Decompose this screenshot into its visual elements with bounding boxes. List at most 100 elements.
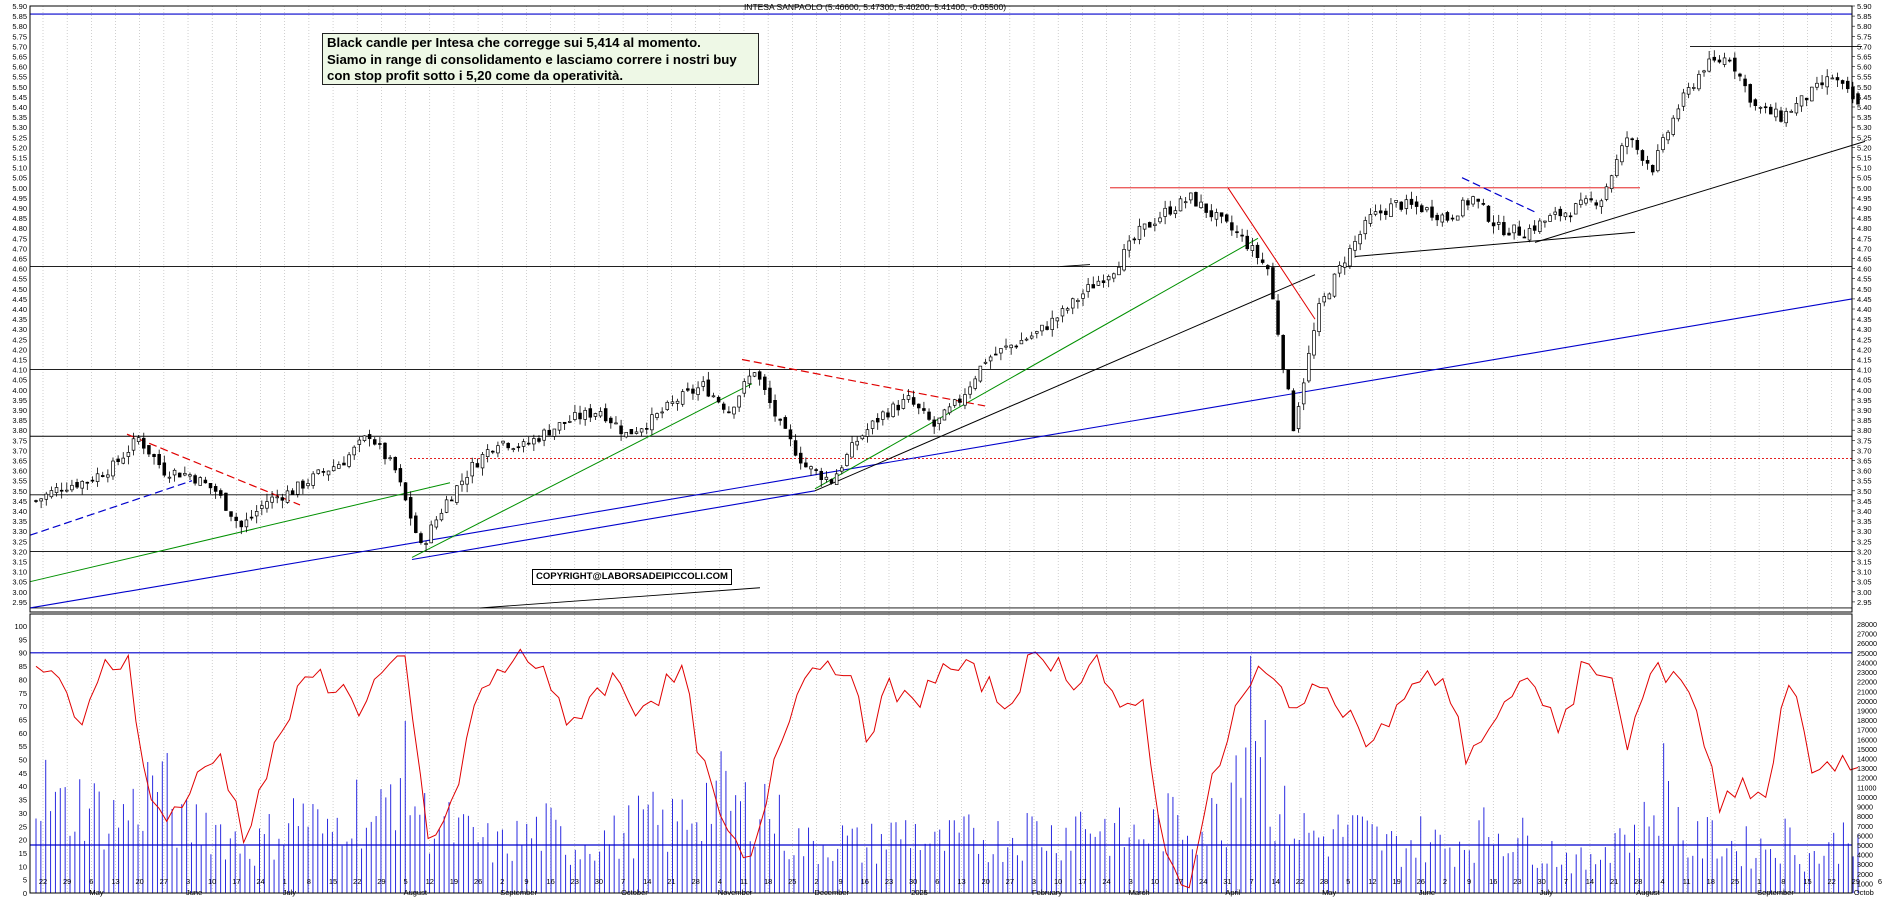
price-tick-label-left: 4.65 [12,255,27,264]
volume-tick-label: 17000 [1857,726,1877,735]
candle-body [203,479,208,484]
candle-body [1291,390,1296,432]
x-date-label: 24 [1199,877,1207,886]
price-tick-label: 4.50 [1857,285,1872,294]
x-date-label: 14 [1272,877,1280,886]
candle-body [875,417,880,423]
oscillator-tick-label: 70 [19,702,27,711]
price-tick-label-left: 5.80 [12,22,27,31]
candle-body [901,399,906,409]
price-tick-label-left: 4.55 [12,275,27,284]
oscillator-tick-label: 85 [19,662,27,671]
trendline [411,490,816,561]
candle-body [788,429,793,440]
candle-body [1014,345,1019,348]
oscillator-tick-label: 100 [14,622,27,631]
price-tick-label-left: 3.10 [12,568,27,577]
volume-tick-label: 14000 [1857,755,1877,764]
candle-body [958,398,962,403]
candle-body [1440,214,1445,223]
candle-body [542,429,546,441]
candle-body [521,441,526,447]
analysis-note: Black candle per Intesa che corregge sui… [322,33,759,85]
x-month-label: October [621,888,648,897]
candle-body [1081,293,1085,299]
candle-body [701,381,705,387]
price-tick-label-left: 5.30 [12,123,27,132]
candle-body [1224,214,1229,222]
x-date-label: 17 [232,877,240,886]
copyright-label: COPYRIGHT@LABORSADEIPICCOLI.COM [532,569,732,585]
x-date-label: 14 [1586,877,1594,886]
volume-tick-label: 27000 [1857,630,1877,639]
oscillator-tick-label: 30 [19,809,27,818]
candle-body [1322,296,1326,303]
candle-body [1558,208,1563,217]
candle-body [229,511,233,517]
candle-body [516,446,521,449]
price-tick-label-left: 4.70 [12,244,27,253]
candle-body [840,467,844,472]
volume-tick-label: 28000 [1857,620,1877,629]
candle-body [1681,92,1686,107]
candle-body [1435,214,1439,221]
x-date-label: 23 [1513,877,1521,886]
trendline [1534,140,1866,243]
candle-body [1425,207,1429,211]
candle-body [337,464,341,469]
candle-body [470,461,475,477]
candle-body [65,489,69,492]
candle-body [1060,308,1065,317]
candle-body [716,396,721,403]
oscillator-line [35,648,1859,889]
candle-body [275,496,279,499]
trendline [814,274,1316,492]
candle-body [414,515,418,533]
candle-body [675,400,680,404]
price-tick-label: 2.95 [1857,598,1872,607]
candle-body [1568,215,1573,218]
price-tick-label-left: 3.70 [12,446,27,455]
trendline [1227,187,1316,320]
candle-body [639,428,644,433]
volume-tick-label: 19000 [1857,706,1877,715]
candle-body [1625,137,1629,147]
candle-body [1358,234,1362,245]
candle-body [634,431,639,434]
candle-body [54,487,59,493]
trendline [1461,177,1536,213]
candle-body [614,422,618,425]
candle-body [747,375,752,385]
candle-body [172,469,177,476]
candle-body [1363,220,1368,235]
candle-body [44,493,49,500]
candle-body [131,438,136,451]
x-date-label: 6 [935,877,939,886]
candle-body [1106,276,1111,281]
candle-body [870,420,875,429]
candle-body [352,446,356,456]
price-tick-label: 3.45 [1857,497,1872,506]
price-tick-label-left: 3.55 [12,477,27,486]
candle-body [475,463,480,468]
candle-body [1455,215,1460,221]
price-tick-label: 5.80 [1857,22,1872,31]
candle-body [593,413,598,417]
x-month-label: February [1032,888,1062,897]
candle-body [952,399,957,406]
oscillator-tick-label: 45 [19,769,27,778]
price-tick-label-left: 5.85 [12,12,27,21]
price-tick-label: 5.75 [1857,32,1872,41]
price-tick-label: 4.90 [1857,204,1872,213]
price-tick-label-left: 3.65 [12,457,27,466]
x-month-label: September [1757,888,1794,897]
x-date-label: 11 [1683,877,1691,886]
oscillator-tick-label: 55 [19,742,27,751]
candle-body [1517,226,1522,236]
x-date-label: 24 [256,877,264,886]
candle-body [403,482,408,501]
candle-body [1774,108,1778,118]
x-date-label: 22 [39,877,47,886]
trendline [1354,231,1636,257]
candle-body [1035,331,1039,334]
